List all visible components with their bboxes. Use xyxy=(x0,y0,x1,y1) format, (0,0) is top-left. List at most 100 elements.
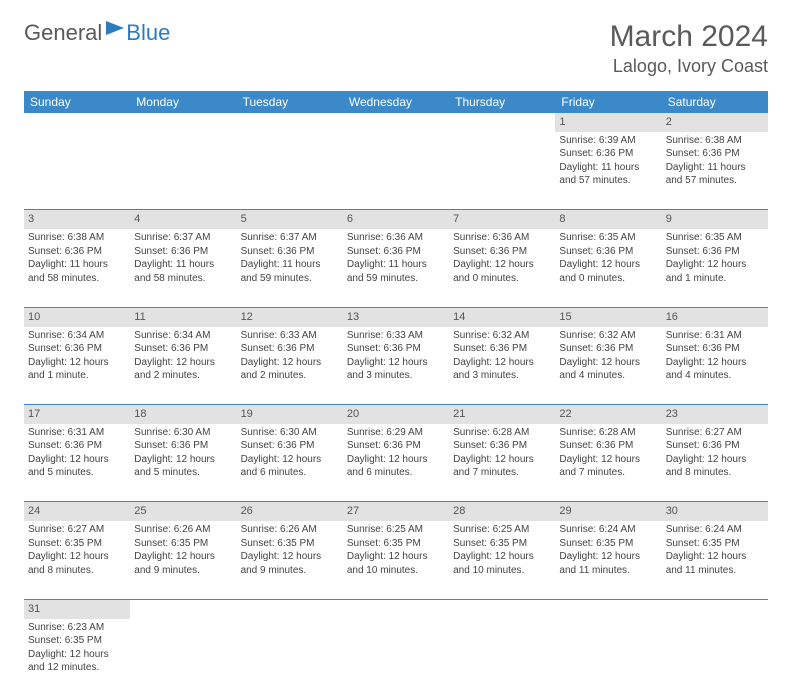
day-daylight2: and 5 minutes. xyxy=(28,466,126,480)
logo: General Blue xyxy=(24,20,170,46)
day-content-cell: Sunrise: 6:32 AMSunset: 6:36 PMDaylight:… xyxy=(449,327,555,405)
day-daylight1: Daylight: 12 hours xyxy=(559,550,657,564)
flag-icon xyxy=(106,21,124,35)
daynum-row: 10111213141516 xyxy=(24,307,768,326)
day-number-cell: 12 xyxy=(237,307,343,326)
day-daylight1: Daylight: 12 hours xyxy=(559,453,657,467)
day-content-cell: Sunrise: 6:38 AMSunset: 6:36 PMDaylight:… xyxy=(662,132,768,210)
day-sunrise: Sunrise: 6:37 AM xyxy=(241,231,339,245)
content-row: Sunrise: 6:23 AMSunset: 6:35 PMDaylight:… xyxy=(24,619,768,697)
day-sunrise: Sunrise: 6:32 AM xyxy=(453,329,551,343)
day-number-cell xyxy=(555,599,661,618)
day-daylight1: Daylight: 12 hours xyxy=(28,648,126,662)
day-sunset: Sunset: 6:36 PM xyxy=(241,439,339,453)
day-daylight1: Daylight: 11 hours xyxy=(28,258,126,272)
day-sunset: Sunset: 6:35 PM xyxy=(559,537,657,551)
day-number-cell: 4 xyxy=(130,210,236,229)
day-content-cell: Sunrise: 6:35 AMSunset: 6:36 PMDaylight:… xyxy=(662,229,768,307)
day-content-cell: Sunrise: 6:27 AMSunset: 6:36 PMDaylight:… xyxy=(662,424,768,502)
daynum-row: 17181920212223 xyxy=(24,405,768,424)
day-daylight2: and 4 minutes. xyxy=(559,369,657,383)
day-content-cell: Sunrise: 6:28 AMSunset: 6:36 PMDaylight:… xyxy=(555,424,661,502)
day-sunset: Sunset: 6:36 PM xyxy=(453,245,551,259)
day-content-cell: Sunrise: 6:30 AMSunset: 6:36 PMDaylight:… xyxy=(130,424,236,502)
day-daylight2: and 5 minutes. xyxy=(134,466,232,480)
day-daylight1: Daylight: 11 hours xyxy=(559,161,657,175)
day-sunset: Sunset: 6:35 PM xyxy=(28,537,126,551)
day-sunrise: Sunrise: 6:27 AM xyxy=(28,523,126,537)
day-number-cell: 9 xyxy=(662,210,768,229)
day-content-cell: Sunrise: 6:24 AMSunset: 6:35 PMDaylight:… xyxy=(662,521,768,599)
day-daylight1: Daylight: 12 hours xyxy=(134,453,232,467)
day-content-cell: Sunrise: 6:25 AMSunset: 6:35 PMDaylight:… xyxy=(449,521,555,599)
day-sunset: Sunset: 6:35 PM xyxy=(666,537,764,551)
day-sunset: Sunset: 6:35 PM xyxy=(28,634,126,648)
day-daylight2: and 3 minutes. xyxy=(347,369,445,383)
day-sunrise: Sunrise: 6:33 AM xyxy=(241,329,339,343)
title-block: March 2024 Lalogo, Ivory Coast xyxy=(610,20,768,77)
day-sunset: Sunset: 6:36 PM xyxy=(559,147,657,161)
day-daylight1: Daylight: 12 hours xyxy=(347,453,445,467)
day-sunset: Sunset: 6:36 PM xyxy=(453,342,551,356)
day-sunset: Sunset: 6:36 PM xyxy=(559,439,657,453)
day-number-cell: 18 xyxy=(130,405,236,424)
day-sunrise: Sunrise: 6:35 AM xyxy=(666,231,764,245)
day-content-cell xyxy=(237,132,343,210)
day-daylight2: and 9 minutes. xyxy=(134,564,232,578)
day-daylight2: and 10 minutes. xyxy=(453,564,551,578)
day-content-cell: Sunrise: 6:35 AMSunset: 6:36 PMDaylight:… xyxy=(555,229,661,307)
day-number-cell xyxy=(343,113,449,132)
day-number-cell: 14 xyxy=(449,307,555,326)
day-content-cell: Sunrise: 6:36 AMSunset: 6:36 PMDaylight:… xyxy=(449,229,555,307)
day-number-cell xyxy=(130,599,236,618)
day-sunset: Sunset: 6:36 PM xyxy=(134,245,232,259)
day-number-cell: 27 xyxy=(343,502,449,521)
day-sunrise: Sunrise: 6:38 AM xyxy=(666,134,764,148)
day-daylight2: and 57 minutes. xyxy=(559,174,657,188)
day-content-cell xyxy=(449,132,555,210)
day-content-cell: Sunrise: 6:37 AMSunset: 6:36 PMDaylight:… xyxy=(130,229,236,307)
day-sunset: Sunset: 6:36 PM xyxy=(666,245,764,259)
content-row: Sunrise: 6:39 AMSunset: 6:36 PMDaylight:… xyxy=(24,132,768,210)
day-sunset: Sunset: 6:36 PM xyxy=(666,439,764,453)
day-number-cell: 2 xyxy=(662,113,768,132)
day-sunset: Sunset: 6:36 PM xyxy=(134,439,232,453)
day-sunrise: Sunrise: 6:29 AM xyxy=(347,426,445,440)
day-daylight2: and 59 minutes. xyxy=(347,272,445,286)
day-daylight1: Daylight: 11 hours xyxy=(347,258,445,272)
day-content-cell xyxy=(449,619,555,697)
day-number-cell: 25 xyxy=(130,502,236,521)
day-daylight2: and 6 minutes. xyxy=(241,466,339,480)
day-sunset: Sunset: 6:36 PM xyxy=(347,245,445,259)
day-sunrise: Sunrise: 6:31 AM xyxy=(28,426,126,440)
day-sunrise: Sunrise: 6:35 AM xyxy=(559,231,657,245)
day-sunset: Sunset: 6:36 PM xyxy=(559,342,657,356)
day-daylight2: and 7 minutes. xyxy=(453,466,551,480)
day-number-cell: 10 xyxy=(24,307,130,326)
day-number-cell: 24 xyxy=(24,502,130,521)
day-daylight1: Daylight: 12 hours xyxy=(28,453,126,467)
day-sunset: Sunset: 6:36 PM xyxy=(28,342,126,356)
day-sunrise: Sunrise: 6:26 AM xyxy=(134,523,232,537)
day-daylight1: Daylight: 12 hours xyxy=(241,453,339,467)
day-number-cell: 20 xyxy=(343,405,449,424)
day-daylight1: Daylight: 12 hours xyxy=(559,356,657,370)
day-sunrise: Sunrise: 6:25 AM xyxy=(453,523,551,537)
day-sunset: Sunset: 6:36 PM xyxy=(347,439,445,453)
header: General Blue March 2024 Lalogo, Ivory Co… xyxy=(24,20,768,77)
day-sunrise: Sunrise: 6:39 AM xyxy=(559,134,657,148)
day-sunrise: Sunrise: 6:27 AM xyxy=(666,426,764,440)
day-daylight1: Daylight: 12 hours xyxy=(666,356,764,370)
weekday-header: Monday xyxy=(130,91,236,113)
day-content-cell: Sunrise: 6:39 AMSunset: 6:36 PMDaylight:… xyxy=(555,132,661,210)
day-sunset: Sunset: 6:35 PM xyxy=(134,537,232,551)
daynum-row: 12 xyxy=(24,113,768,132)
day-number-cell: 8 xyxy=(555,210,661,229)
day-daylight2: and 0 minutes. xyxy=(453,272,551,286)
day-sunset: Sunset: 6:36 PM xyxy=(347,342,445,356)
day-daylight2: and 3 minutes. xyxy=(453,369,551,383)
day-sunset: Sunset: 6:36 PM xyxy=(28,245,126,259)
day-content-cell: Sunrise: 6:25 AMSunset: 6:35 PMDaylight:… xyxy=(343,521,449,599)
day-sunset: Sunset: 6:35 PM xyxy=(241,537,339,551)
day-daylight2: and 8 minutes. xyxy=(28,564,126,578)
